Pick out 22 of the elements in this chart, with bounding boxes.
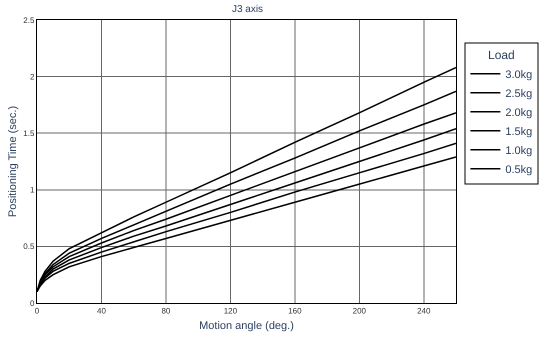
y-axis-title: Positioning Time (sec.) bbox=[6, 106, 19, 218]
x-tick-label: 80 bbox=[161, 306, 171, 316]
y-tick-label: 1 bbox=[30, 186, 35, 195]
legend-label: 1.0kg bbox=[505, 145, 532, 158]
x-tick-label: 200 bbox=[352, 306, 367, 316]
legend-label: 1.5kg bbox=[505, 126, 532, 138]
x-tick-label: 120 bbox=[224, 306, 238, 316]
x-tick-label: 40 bbox=[97, 306, 106, 316]
legend-title: Load bbox=[488, 48, 515, 62]
legend-label: 2.5kg bbox=[505, 88, 532, 100]
y-tick-label: 2 bbox=[30, 72, 35, 82]
x-tick-label: 240 bbox=[417, 306, 431, 316]
legend-label: 0.5kg bbox=[505, 164, 532, 176]
x-axis-title: Motion angle (deg.) bbox=[199, 320, 294, 332]
y-tick-label: 2.5 bbox=[23, 16, 35, 25]
legend-label: 3.0kg bbox=[505, 69, 532, 82]
y-tick-label: 0.5 bbox=[23, 242, 35, 252]
y-tick-label: 0 bbox=[30, 298, 35, 308]
legend-label: 2.0kg bbox=[505, 107, 532, 120]
y-tick-label: 1.5 bbox=[23, 129, 35, 138]
chart-title: J3 axis bbox=[232, 4, 264, 16]
x-tick-label: 160 bbox=[288, 306, 302, 316]
